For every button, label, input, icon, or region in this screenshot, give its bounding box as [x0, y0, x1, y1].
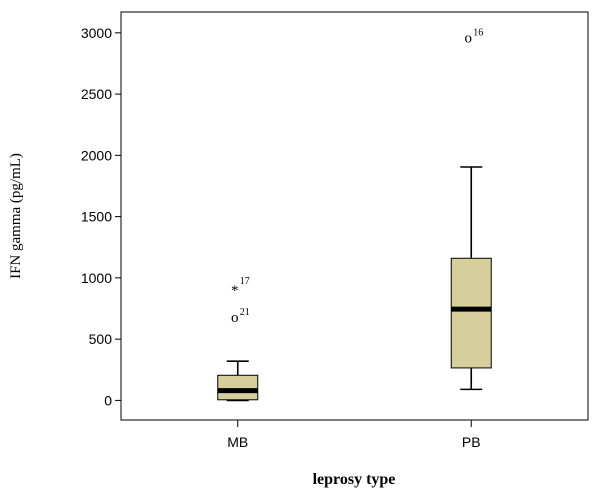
box-pb	[450, 166, 492, 391]
box-series	[217, 166, 492, 402]
y-axis-title: IFN gamma (pg/mL)	[8, 153, 24, 279]
outlier-marker: o	[231, 310, 239, 326]
y-axis: 0 500 1000 1500 2000 2500 3000	[81, 25, 121, 408]
outlier-marker: o	[465, 31, 473, 47]
box-mb	[217, 360, 259, 402]
y-tick-label: 2000	[81, 147, 112, 163]
outlier-case-label: 16	[473, 28, 483, 39]
outlier-point: o 16	[465, 28, 484, 47]
outlier-series: *17o 21o 16	[231, 28, 483, 326]
outlier-case-label: 21	[240, 307, 250, 318]
x-axis-title: leprosy type	[313, 471, 396, 488]
outlier-marker: *	[231, 283, 239, 299]
y-tick-label: 0	[104, 392, 112, 408]
outlier-case-label: 17	[240, 276, 250, 287]
y-tick-label: 500	[89, 331, 113, 347]
x-axis: MB PB	[227, 420, 481, 450]
y-tick-label: 2500	[81, 86, 112, 102]
y-tick-label: 3000	[81, 25, 112, 41]
iqr-box	[217, 374, 259, 401]
plot-frame	[120, 11, 589, 421]
x-tick-label: PB	[462, 434, 481, 450]
x-tick-label: MB	[227, 434, 248, 450]
y-tick-label: 1000	[81, 270, 112, 286]
iqr-box	[450, 257, 492, 369]
outlier-point: o 21	[231, 307, 250, 326]
y-tick-label: 1500	[81, 209, 112, 225]
outlier-point: *17	[231, 276, 250, 299]
